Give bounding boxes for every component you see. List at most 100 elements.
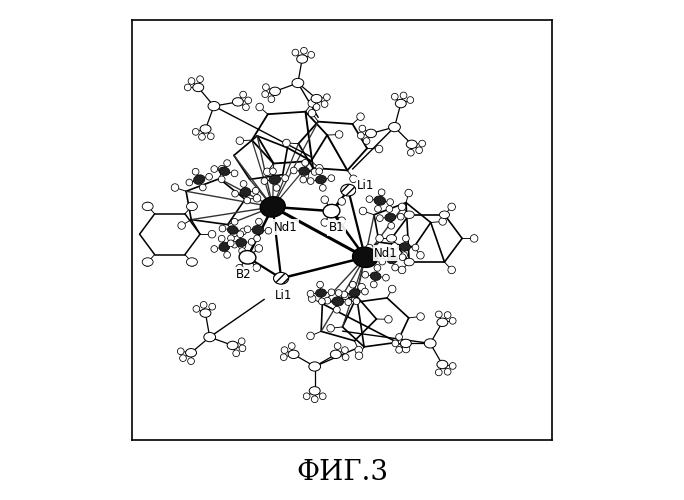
Circle shape <box>178 222 185 230</box>
Circle shape <box>412 244 419 251</box>
Circle shape <box>289 342 295 349</box>
Circle shape <box>263 84 269 90</box>
Ellipse shape <box>439 211 449 218</box>
Circle shape <box>311 396 318 402</box>
Circle shape <box>144 202 151 209</box>
Circle shape <box>231 242 238 248</box>
Circle shape <box>363 138 370 144</box>
Circle shape <box>417 252 424 259</box>
Ellipse shape <box>386 234 397 242</box>
Circle shape <box>358 132 364 139</box>
Circle shape <box>237 231 244 237</box>
Ellipse shape <box>252 226 264 234</box>
Circle shape <box>239 345 246 352</box>
Circle shape <box>355 352 363 360</box>
Ellipse shape <box>227 226 238 234</box>
Ellipse shape <box>260 196 285 217</box>
Circle shape <box>291 167 297 174</box>
Circle shape <box>398 203 406 210</box>
Circle shape <box>292 49 299 56</box>
Circle shape <box>218 236 225 242</box>
Ellipse shape <box>400 339 411 347</box>
Ellipse shape <box>269 175 280 184</box>
Circle shape <box>180 355 186 362</box>
Circle shape <box>316 168 323 174</box>
Circle shape <box>308 100 315 107</box>
Ellipse shape <box>187 258 198 266</box>
Circle shape <box>177 348 184 354</box>
Circle shape <box>256 218 262 225</box>
Ellipse shape <box>227 341 238 349</box>
Circle shape <box>188 202 196 209</box>
Ellipse shape <box>142 258 153 266</box>
Circle shape <box>341 291 347 298</box>
Ellipse shape <box>374 196 386 205</box>
Circle shape <box>338 217 345 224</box>
Circle shape <box>335 290 342 296</box>
Ellipse shape <box>204 332 215 342</box>
Circle shape <box>341 347 348 354</box>
Ellipse shape <box>385 213 396 222</box>
Circle shape <box>355 346 363 354</box>
Ellipse shape <box>142 202 153 210</box>
Text: Li1: Li1 <box>357 178 375 192</box>
Circle shape <box>449 318 456 324</box>
Circle shape <box>436 369 442 376</box>
Circle shape <box>231 229 238 236</box>
Ellipse shape <box>315 176 326 184</box>
Circle shape <box>231 170 238 176</box>
Circle shape <box>306 332 314 340</box>
Circle shape <box>378 189 385 196</box>
Circle shape <box>362 288 368 295</box>
Circle shape <box>300 176 306 183</box>
Circle shape <box>245 97 252 104</box>
Ellipse shape <box>233 98 244 106</box>
Circle shape <box>268 96 275 102</box>
Circle shape <box>211 246 218 252</box>
Circle shape <box>224 252 231 258</box>
Circle shape <box>227 240 234 246</box>
Circle shape <box>197 76 203 82</box>
Ellipse shape <box>219 167 230 175</box>
Ellipse shape <box>240 188 251 197</box>
Circle shape <box>319 393 326 400</box>
Circle shape <box>405 190 412 197</box>
Circle shape <box>192 128 199 135</box>
Circle shape <box>193 306 200 312</box>
Circle shape <box>374 264 381 272</box>
Circle shape <box>386 206 393 212</box>
Circle shape <box>261 178 268 184</box>
Circle shape <box>171 184 179 192</box>
Circle shape <box>240 180 247 188</box>
Ellipse shape <box>193 83 204 92</box>
Ellipse shape <box>208 102 220 110</box>
Circle shape <box>186 179 193 186</box>
Circle shape <box>218 176 225 182</box>
Circle shape <box>449 362 456 370</box>
Ellipse shape <box>315 289 326 297</box>
Ellipse shape <box>341 184 356 196</box>
Circle shape <box>417 313 424 320</box>
Text: Li1: Li1 <box>274 288 292 302</box>
Circle shape <box>471 234 478 242</box>
Text: Nd1: Nd1 <box>274 220 297 234</box>
Circle shape <box>244 197 250 204</box>
Circle shape <box>211 166 218 172</box>
Ellipse shape <box>288 350 299 358</box>
Circle shape <box>350 282 356 288</box>
Circle shape <box>228 235 235 242</box>
Circle shape <box>269 168 276 174</box>
Circle shape <box>392 264 399 271</box>
Circle shape <box>240 91 246 98</box>
Circle shape <box>307 178 314 184</box>
Circle shape <box>419 140 425 147</box>
Circle shape <box>376 215 383 222</box>
Circle shape <box>280 354 287 360</box>
Ellipse shape <box>200 125 211 133</box>
Circle shape <box>321 218 328 226</box>
Ellipse shape <box>309 386 320 395</box>
Circle shape <box>402 345 410 353</box>
Circle shape <box>315 164 323 172</box>
Circle shape <box>321 196 328 203</box>
Ellipse shape <box>387 255 398 264</box>
